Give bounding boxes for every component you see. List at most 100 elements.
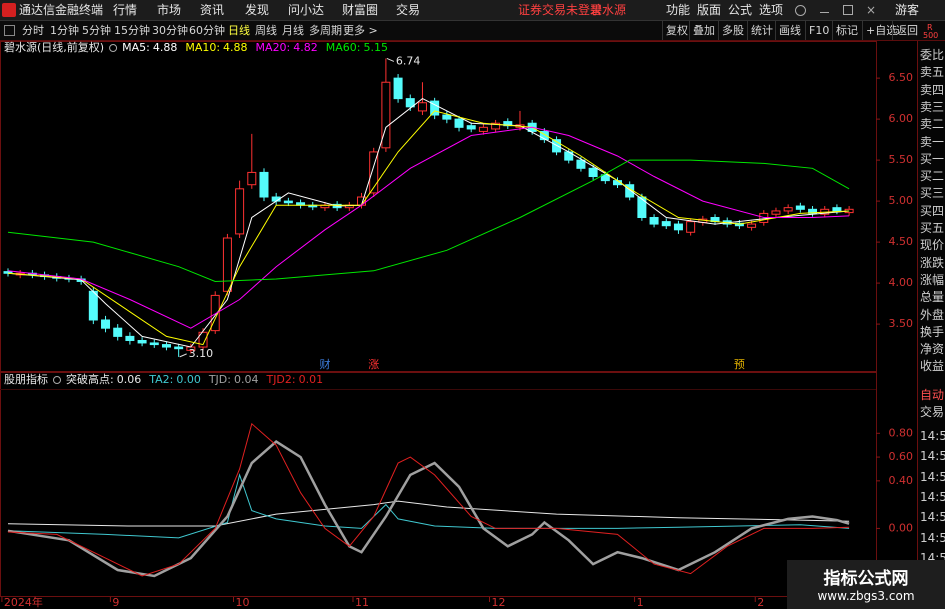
- period-tab[interactable]: 15分钟: [114, 24, 150, 37]
- quote-label: 外盘: [920, 307, 945, 322]
- legend-value: 5.15: [363, 41, 388, 54]
- watermark: 指标公式网 www.zbgs3.com: [787, 560, 945, 609]
- series-line: [7, 126, 850, 329]
- legend-value: 4.88: [153, 41, 178, 54]
- y-tick-label: 4.50: [889, 235, 914, 248]
- toolbar-icon[interactable]: [4, 25, 15, 36]
- candle-body: [832, 207, 842, 212]
- menu-item[interactable]: 功能: [666, 3, 691, 17]
- candle-body: [808, 208, 818, 214]
- menu-item[interactable]: 发现: [245, 3, 270, 17]
- quote-label: 500: [923, 31, 939, 40]
- y-tick-label: 0.80: [889, 426, 914, 439]
- period-tab[interactable]: 1分钟: [50, 24, 79, 37]
- event-marker: 涨: [368, 358, 379, 371]
- period-tab[interactable]: 更多 >: [343, 24, 378, 37]
- period-tab[interactable]: 60分钟: [189, 24, 225, 37]
- menu-item[interactable]: 财富圈: [342, 3, 379, 17]
- quote-label: 买二: [920, 169, 945, 184]
- candle-body: [198, 331, 208, 348]
- quote-label: 14:56: [920, 429, 945, 443]
- candle-body: [137, 339, 147, 344]
- candle-body: [783, 207, 793, 212]
- menu-item[interactable]: 公式: [728, 3, 753, 17]
- candle-body: [417, 102, 427, 112]
- quote-panel: R 500 委比 卖五 卖四 卖三 卖二 卖一 买一 买二 买三 买四 买五 现价 涨跌 涨幅 总量 外盘 换手 净资…: [917, 23, 945, 609]
- quote-label: 买一: [920, 151, 945, 166]
- action-button[interactable]: +自选: [862, 21, 900, 40]
- y-tick-label: 5.50: [889, 153, 914, 166]
- period-tab[interactable]: 日线: [228, 24, 250, 37]
- candle-body: [454, 118, 464, 128]
- panel-frame: [0, 41, 877, 372]
- event-marker: 预: [734, 358, 745, 371]
- action-button[interactable]: 标记: [832, 21, 861, 40]
- quote-label: 卖五: [920, 65, 945, 80]
- period-tab[interactable]: 周线: [255, 24, 277, 37]
- legend-value: 0.00: [176, 373, 201, 386]
- menu-item[interactable]: 选项: [759, 3, 784, 17]
- quote-label: 净资: [920, 342, 945, 357]
- period-tab[interactable]: 5分钟: [82, 24, 111, 37]
- stock-name: 碧水源: [590, 3, 627, 17]
- action-button[interactable]: F10: [805, 21, 832, 40]
- period-tab[interactable]: 分时: [22, 24, 44, 37]
- menu-item[interactable]: 资讯: [200, 3, 225, 17]
- menu-item[interactable]: 交易: [396, 3, 421, 17]
- menu-bar: 通达信金融终端 行情 市场 资讯 发现 问小达 财富圈 交易 证券交易未登录 碧…: [0, 0, 945, 21]
- legend-value: 0.06: [117, 373, 142, 386]
- action-button[interactable]: 统计: [747, 21, 776, 40]
- quote-label: 涨跌: [920, 255, 945, 270]
- candle-body: [381, 81, 391, 149]
- x-tick-label: 2024年: [4, 595, 43, 609]
- candle-body: [283, 200, 293, 204]
- title-icon: [109, 44, 118, 52]
- candle-body: [649, 217, 659, 225]
- x-tick-label: 12: [492, 596, 506, 609]
- action-button[interactable]: 画线: [775, 21, 804, 40]
- quote-label: 交易: [920, 405, 945, 419]
- menu-item[interactable]: 行情: [113, 3, 138, 17]
- annotation-label: 6.74: [396, 54, 421, 67]
- candle-body: [491, 122, 501, 130]
- period-tab[interactable]: 多周期: [309, 24, 342, 37]
- quote-label: 收益: [920, 359, 945, 374]
- period-tab[interactable]: 30分钟: [152, 24, 188, 37]
- login-status[interactable]: 证券交易未登录: [518, 3, 603, 17]
- maximize-button[interactable]: [843, 5, 853, 15]
- series-line: [7, 500, 850, 527]
- minimize-button[interactable]: [820, 12, 829, 13]
- quote-label: 卖一: [920, 134, 945, 149]
- user-name[interactable]: 游客: [895, 3, 920, 17]
- candle-body: [235, 188, 245, 235]
- y-tick-label: 0.60: [889, 450, 914, 463]
- series-line: [7, 98, 850, 348]
- menu-item[interactable]: 市场: [157, 3, 182, 17]
- legend-name: MA20:: [256, 41, 291, 54]
- period-tab[interactable]: 月线: [282, 24, 304, 37]
- menu-item[interactable]: 问小达: [288, 3, 325, 17]
- action-button[interactable]: 叠加: [689, 21, 718, 40]
- quote-label: 卖二: [920, 117, 945, 132]
- legend-name: MA10:: [185, 41, 220, 54]
- close-button[interactable]: ×: [866, 3, 877, 17]
- action-button[interactable]: 多股: [718, 21, 747, 40]
- quote-label: 14:56: [920, 510, 945, 525]
- action-button[interactable]: 复权: [662, 21, 691, 40]
- candle-body: [222, 237, 232, 292]
- series-line: [7, 159, 850, 283]
- app-logo: [2, 3, 16, 17]
- watermark-url: www.zbgs3.com: [817, 589, 915, 603]
- legend-name: TA2:: [148, 373, 173, 386]
- icon-button[interactable]: [795, 5, 806, 16]
- toolbar: 分时 1分钟 5分钟 15分钟 30分钟 60分钟 日线 周线 月线 多周期 更…: [0, 21, 945, 41]
- annotation-leader: [386, 57, 395, 62]
- x-tick-label: 9: [112, 596, 119, 609]
- action-button[interactable]: 返回: [892, 21, 921, 40]
- series-line: [7, 110, 850, 346]
- menu-item[interactable]: 版面: [697, 3, 722, 17]
- candle-body: [210, 294, 220, 332]
- candle-body: [247, 171, 257, 186]
